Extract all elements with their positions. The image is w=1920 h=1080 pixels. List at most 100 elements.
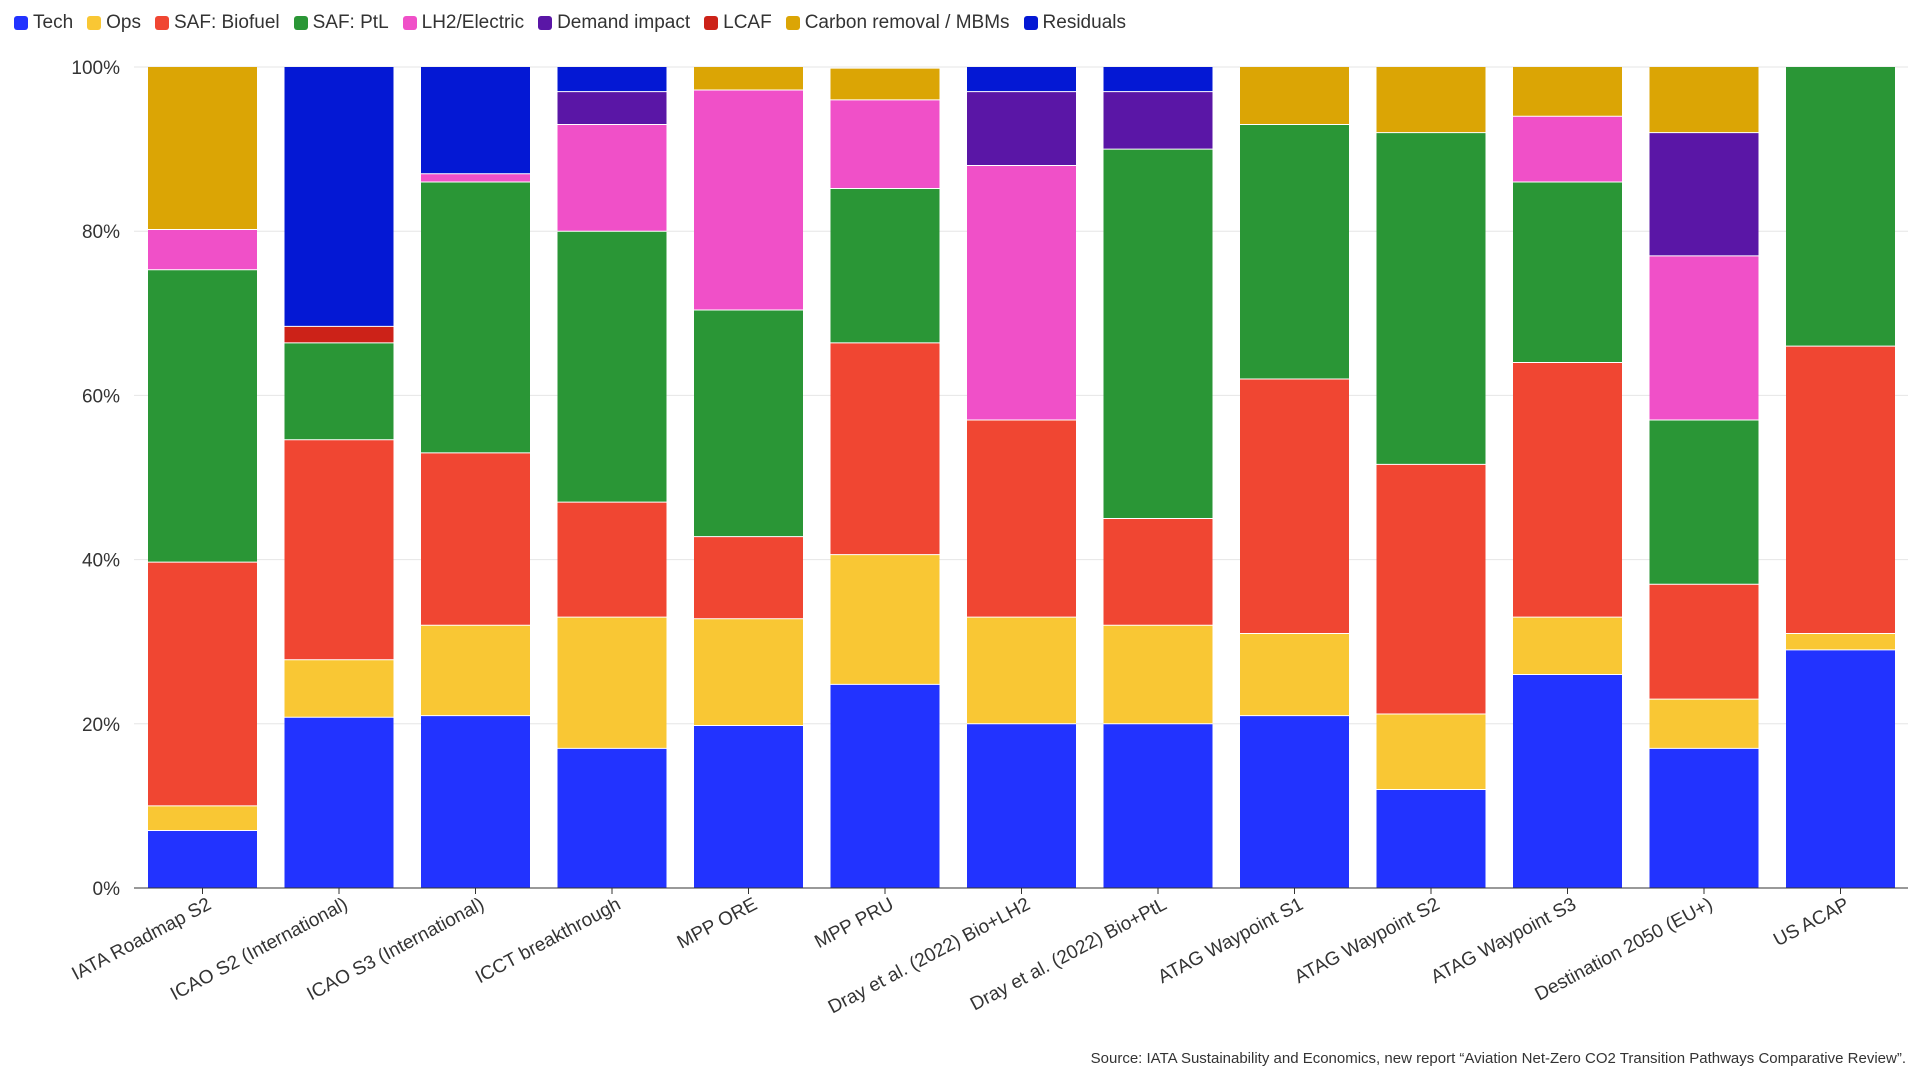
bar-segment <box>1513 116 1622 182</box>
bar-segment <box>830 342 940 555</box>
y-tick-label: 0% <box>93 879 121 900</box>
bar-segment <box>1240 715 1349 888</box>
bar-segment <box>148 830 257 888</box>
bar-segment <box>1513 67 1622 117</box>
bar-segment <box>148 229 257 270</box>
legend-item[interactable]: Residuals <box>1023 12 1126 34</box>
bar-segment <box>1103 723 1213 888</box>
bar-segment <box>1103 91 1213 150</box>
legend-item[interactable]: Carbon removal / MBMs <box>785 12 1010 34</box>
bar-segment <box>1649 132 1759 256</box>
legend-item[interactable]: SAF: PtL <box>293 12 389 34</box>
bar-segment <box>694 310 803 537</box>
legend-item[interactable]: Ops <box>87 12 141 34</box>
legend-label: LCAF <box>723 12 772 33</box>
y-tick-label: 80% <box>82 222 120 243</box>
legend-item[interactable]: LCAF <box>704 12 772 34</box>
legend-swatch <box>293 16 308 30</box>
bar-segment <box>1376 464 1486 714</box>
bar-segment <box>284 326 394 343</box>
bar-segment <box>1649 67 1759 133</box>
legend-label: Residuals <box>1042 12 1126 33</box>
bar-segment <box>1240 633 1349 716</box>
y-tick-label: 20% <box>82 715 120 736</box>
bar-segment <box>557 124 667 232</box>
bar-segment <box>1649 584 1759 700</box>
bar-segment <box>1103 518 1213 626</box>
category-label: MPP PRU <box>811 894 897 953</box>
y-tick-label: 60% <box>82 386 120 407</box>
bar-segment <box>148 269 257 563</box>
legend-item[interactable]: Tech <box>14 12 73 34</box>
bar-segment <box>1649 255 1759 421</box>
bar-segment <box>284 717 394 888</box>
legend-swatch <box>402 16 417 30</box>
legend-label: Demand impact <box>557 12 691 33</box>
bar-segment <box>967 91 1076 166</box>
legend-swatch <box>538 16 553 30</box>
bar-segment <box>830 99 940 189</box>
legend-label: SAF: PtL <box>312 12 389 33</box>
bar-segment <box>421 67 530 174</box>
category-label: IATA Roadmap S2 <box>69 894 215 985</box>
y-tick-label: 40% <box>82 551 120 572</box>
bar-segment <box>967 723 1076 888</box>
category-label: MPP ORE <box>674 894 761 954</box>
bar-segment <box>694 725 803 888</box>
legend-label: SAF: Biofuel <box>174 12 280 33</box>
bar-segment <box>1103 149 1213 519</box>
bar-segment <box>284 67 394 327</box>
bar-segment <box>694 89 803 311</box>
bar-segment <box>1786 67 1895 347</box>
bar-segment <box>967 617 1076 724</box>
bar-segment <box>830 684 940 888</box>
bar-segment <box>1240 124 1349 379</box>
legend-label: Carbon removal / MBMs <box>804 12 1010 33</box>
bar-segment <box>1376 132 1486 465</box>
bar-segment <box>284 342 394 440</box>
bar-segment <box>1240 67 1349 125</box>
bar-segment <box>1240 378 1349 634</box>
legend-item[interactable]: Demand impact <box>538 12 690 34</box>
category-label: ATAG Waypoint S1 <box>1155 894 1307 988</box>
bar-segment <box>557 617 667 749</box>
bar-segment <box>557 231 667 503</box>
bar-segment <box>1376 789 1486 888</box>
bar-segment <box>1649 420 1759 585</box>
category-label: ATAG Waypoint S2 <box>1291 894 1443 988</box>
legend-item[interactable]: LH2/Electric <box>402 12 525 34</box>
legend-swatch <box>14 16 28 30</box>
bar-segment <box>830 554 940 685</box>
legend-swatch <box>704 16 719 30</box>
legend-label: LH2/Electric <box>421 12 525 33</box>
y-tick-label: 100% <box>71 58 120 79</box>
legend-swatch <box>87 16 102 30</box>
bar-segment <box>284 659 394 718</box>
bar-segment <box>421 625 530 716</box>
bar-segment <box>557 67 667 92</box>
bar-segment <box>1513 674 1622 888</box>
bar-segment <box>694 618 803 726</box>
legend-swatch <box>1023 16 1038 30</box>
bar-segment <box>557 748 667 888</box>
bar-segment <box>830 188 940 343</box>
bar-segment <box>1376 67 1486 133</box>
category-label: US ACAP <box>1770 894 1853 951</box>
category-label: ICCT breakthrough <box>472 894 624 988</box>
bar-segment <box>1103 67 1213 92</box>
bar-segment <box>421 715 530 888</box>
bar-segment <box>1786 633 1895 650</box>
bar-segment <box>421 181 530 453</box>
bar-segment <box>557 91 667 125</box>
source-note: Source: IATA Sustainability and Economic… <box>1090 1050 1906 1067</box>
bar-segment <box>421 173 530 182</box>
bar-segment <box>1649 699 1759 749</box>
legend-item[interactable]: SAF: Biofuel <box>155 12 280 34</box>
legend-label: Tech <box>33 12 74 33</box>
bar-segment <box>1103 625 1213 724</box>
bar-segment <box>694 536 803 619</box>
bar-segment <box>148 67 257 230</box>
bar-segment <box>967 420 1076 618</box>
